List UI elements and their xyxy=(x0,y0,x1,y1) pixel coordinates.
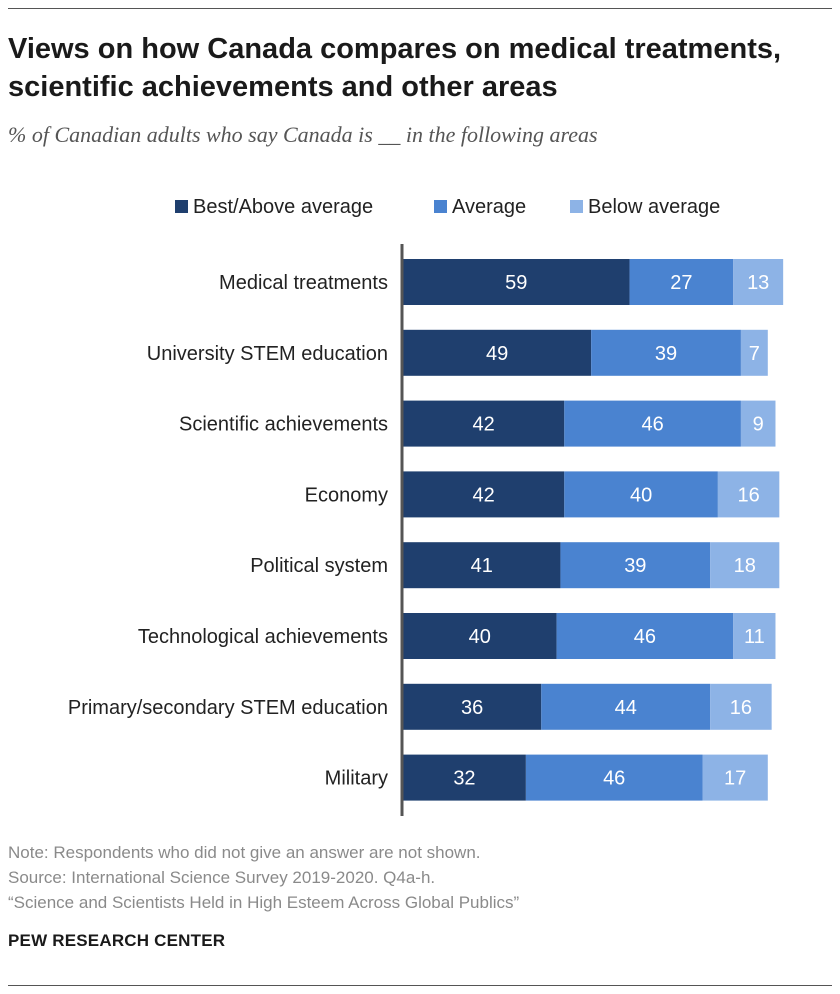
legend-label-below-average: Below average xyxy=(588,196,720,218)
bar-military-average xyxy=(525,754,703,801)
bar-medical-treatments-below-average xyxy=(733,259,784,305)
category-label-technological-achievements: Technological achievements xyxy=(138,626,388,648)
note-text: Note: Respondents who did not give an an… xyxy=(8,843,481,862)
pew-research-center-logo-text: PEW RESEARCH CENTER xyxy=(8,931,226,950)
bar-row-medical-treatments: 59 27 13 xyxy=(403,259,784,305)
bar-medical-treatments-best-above-average xyxy=(403,259,630,305)
legend-swatch-below-average xyxy=(570,200,583,213)
legend-label-average: Average xyxy=(452,196,526,218)
data-label-economy-average: 40 xyxy=(630,484,652,506)
data-label-political-system-average: 39 xyxy=(624,555,646,577)
data-label-technological-achievements-below-average: 11 xyxy=(744,626,765,648)
bar-row-military: 32 46 17 xyxy=(403,754,768,801)
category-label-political-system: Political system xyxy=(250,555,388,577)
bar-row-economy: 42 40 16 xyxy=(403,471,780,518)
legend-item-average: Average xyxy=(434,196,526,218)
bar-political-system-best-above-average xyxy=(403,542,561,589)
bar-row-university-stem-education: 49 39 7 xyxy=(403,329,768,376)
category-label-economy: Economy xyxy=(305,484,388,506)
category-label-military: Military xyxy=(325,768,388,790)
bar-university-stem-education-average xyxy=(591,329,741,376)
bar-university-stem-education-below-average xyxy=(740,329,768,376)
report-title-text: “Science and Scientists Held in High Est… xyxy=(8,893,520,912)
bar-primary-secondary-stem-education-average xyxy=(541,683,711,730)
data-label-medical-treatments-average: 27 xyxy=(670,272,692,294)
data-label-primary-secondary-stem-education-average: 44 xyxy=(615,697,637,719)
data-label-economy-best-above-average: 42 xyxy=(473,484,495,506)
bar-military-best-above-average xyxy=(403,754,526,801)
bar-military-below-average xyxy=(702,754,768,801)
data-label-political-system-best-above-average: 41 xyxy=(471,555,493,577)
bar-technological-achievements-best-above-average xyxy=(403,613,557,659)
data-label-scientific-achievements-average: 46 xyxy=(641,414,663,436)
bar-primary-secondary-stem-education-below-average xyxy=(710,683,772,730)
legend-label-best-above-average: Best/Above average xyxy=(193,196,373,218)
data-label-military-average: 46 xyxy=(603,768,625,790)
chart-legend: Best/Above average Average Below average xyxy=(175,196,720,218)
bar-university-stem-education-best-above-average xyxy=(403,329,592,376)
chart-title: Views on how Canada compares on medical … xyxy=(8,33,782,103)
bar-technological-achievements-below-average xyxy=(733,613,776,659)
bar-row-scientific-achievements: 42 46 9 xyxy=(403,400,776,447)
bar-scientific-achievements-below-average xyxy=(740,400,776,447)
chart-notes: Note: Respondents who did not give an an… xyxy=(8,840,828,915)
bar-row-technological-achievements: 40 46 11 xyxy=(403,613,776,659)
legend-swatch-average xyxy=(434,200,447,213)
bar-row-political-system: 41 39 18 xyxy=(403,542,780,589)
stacked-bar-chart: Best/Above average Average Below average 5… xyxy=(68,196,784,816)
bar-primary-secondary-stem-education-best-above-average xyxy=(403,683,542,730)
category-label-scientific-achievements: Scientific achievements xyxy=(179,414,388,436)
data-label-university-stem-education-average: 39 xyxy=(655,343,677,365)
data-label-technological-achievements-best-above-average: 40 xyxy=(469,626,491,648)
data-label-scientific-achievements-best-above-average: 42 xyxy=(473,414,495,436)
data-label-scientific-achievements-below-average: 9 xyxy=(753,414,764,436)
bar-technological-achievements-average xyxy=(556,613,734,659)
data-label-economy-below-average: 16 xyxy=(737,484,759,506)
bottom-rule xyxy=(8,985,832,986)
category-label-university-stem-education: University STEM education xyxy=(147,343,388,365)
data-label-medical-treatments-below-average: 13 xyxy=(747,272,769,294)
bar-scientific-achievements-best-above-average xyxy=(403,400,565,447)
bar-economy-best-above-average xyxy=(403,471,565,518)
bar-economy-average xyxy=(564,471,718,518)
top-rule xyxy=(8,8,832,9)
chart-subtitle: % of Canadian adults who say Canada is _… xyxy=(8,122,598,147)
data-label-primary-secondary-stem-education-best-above-average: 36 xyxy=(461,697,483,719)
data-label-political-system-below-average: 18 xyxy=(734,555,756,577)
data-label-military-best-above-average: 32 xyxy=(453,768,475,790)
data-label-university-stem-education-best-above-average: 49 xyxy=(486,343,508,365)
legend-item-best-above-average: Best/Above average xyxy=(175,196,373,218)
legend-swatch-best-above-average xyxy=(175,200,188,213)
bar-scientific-achievements-average xyxy=(564,400,741,447)
bar-area: 59 27 13 49 39 7 42 46 9 42 40 16 41 39 18 40 46 11 36 44 16… xyxy=(403,259,784,801)
legend-item-below-average: Below average xyxy=(570,196,720,218)
source-text: Source: International Science Survey 201… xyxy=(8,868,436,887)
category-labels: Medical treatments University STEM educat… xyxy=(68,272,388,790)
bar-political-system-average xyxy=(560,542,711,589)
data-label-technological-achievements-average: 46 xyxy=(634,626,656,648)
data-label-military-below-average: 17 xyxy=(724,768,746,790)
bar-economy-below-average xyxy=(717,471,780,518)
bar-row-primary-secondary-stem-education: 36 44 16 xyxy=(403,683,772,730)
data-label-university-stem-education-below-average: 7 xyxy=(749,343,760,365)
data-label-medical-treatments-best-above-average: 59 xyxy=(505,272,527,294)
bar-medical-treatments-average xyxy=(629,259,734,305)
bar-political-system-below-average xyxy=(710,542,780,589)
category-label-medical-treatments: Medical treatments xyxy=(219,272,388,294)
data-label-primary-secondary-stem-education-below-average: 16 xyxy=(730,697,752,719)
category-label-primary-secondary-stem-education: Primary/secondary STEM education xyxy=(68,697,388,719)
